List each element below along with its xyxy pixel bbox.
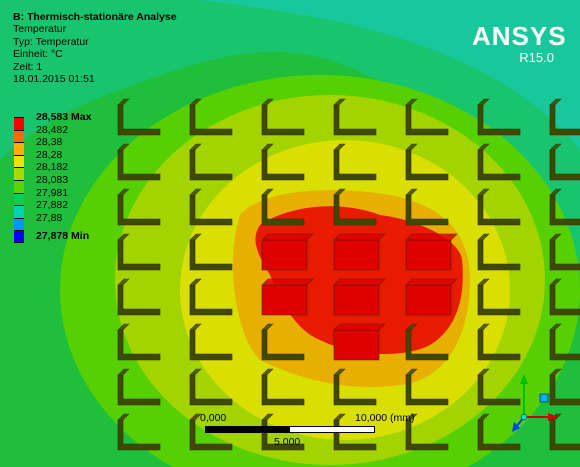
cooling-fin bbox=[189, 278, 233, 316]
cooling-fin bbox=[261, 98, 305, 136]
result-time: Zeit: 1 bbox=[13, 60, 43, 73]
result-timestamp: 18.01.2015 01:51 bbox=[13, 73, 95, 86]
legend-label: 27,981 bbox=[36, 186, 69, 199]
cooling-fin bbox=[549, 143, 580, 181]
cooling-fin bbox=[549, 233, 580, 271]
legend-swatch bbox=[14, 192, 24, 206]
cooling-fin bbox=[117, 278, 161, 316]
cooling-fin bbox=[261, 278, 314, 316]
cooling-fin bbox=[333, 233, 386, 271]
scale-mid-label: 5,000 bbox=[274, 436, 301, 448]
cooling-fin bbox=[189, 188, 233, 226]
cooling-fin bbox=[117, 413, 161, 451]
legend-label: 27,88 bbox=[36, 211, 63, 224]
cooling-fin bbox=[333, 143, 377, 181]
cooling-fin bbox=[189, 413, 233, 451]
cooling-fin bbox=[261, 233, 314, 271]
cooling-fin bbox=[117, 233, 161, 271]
legend-label: 27,878 Min bbox=[36, 230, 90, 243]
cooling-fin bbox=[405, 233, 458, 271]
coordinate-triad-icon[interactable] bbox=[512, 372, 572, 462]
scale-right-label: 10,000 (mm) bbox=[355, 412, 415, 424]
scale-left-label: 0,000 bbox=[200, 412, 227, 424]
cooling-fin bbox=[117, 143, 161, 181]
cooling-fin bbox=[477, 98, 521, 136]
cooling-fin bbox=[189, 233, 233, 271]
analysis-info: B: Thermisch-stationäre Analyse Temperat… bbox=[13, 11, 177, 85]
cooling-fin bbox=[549, 98, 580, 136]
logo-version: R15.0 bbox=[519, 50, 554, 65]
cooling-fin bbox=[117, 323, 161, 361]
cooling-fin bbox=[477, 143, 521, 181]
cooling-fin bbox=[189, 323, 233, 361]
cooling-fin bbox=[261, 188, 305, 226]
cooling-fin bbox=[477, 233, 521, 271]
cooling-fin bbox=[405, 188, 449, 226]
cooling-fin bbox=[261, 143, 305, 181]
legend-label: 28,38 bbox=[36, 136, 63, 149]
cooling-fin bbox=[405, 368, 449, 406]
cooling-fin bbox=[405, 278, 458, 316]
legend-label: 27,882 bbox=[36, 199, 69, 212]
cooling-fin bbox=[261, 323, 305, 361]
legend-label: 28,28 bbox=[36, 148, 63, 161]
cooling-fin bbox=[405, 323, 449, 361]
legend-swatch bbox=[14, 230, 24, 243]
cooling-fin bbox=[477, 278, 521, 316]
cooling-fin bbox=[117, 368, 161, 406]
cooling-fin bbox=[117, 98, 161, 136]
cooling-fin bbox=[405, 143, 449, 181]
analysis-title: B: Thermisch-stationäre Analyse bbox=[13, 11, 177, 23]
legend-swatch bbox=[14, 167, 24, 180]
cooling-fin bbox=[333, 98, 377, 136]
cooling-fin bbox=[333, 368, 377, 406]
cooling-fin bbox=[405, 98, 449, 136]
legend-label: 28,083 bbox=[36, 173, 69, 186]
cooling-fin bbox=[405, 413, 449, 451]
cooling-fin bbox=[477, 413, 521, 451]
cooling-fin bbox=[189, 368, 233, 406]
result-name: Temperatur bbox=[13, 23, 67, 36]
cooling-fin bbox=[549, 188, 580, 226]
cooling-fin bbox=[189, 98, 233, 136]
legend-swatch bbox=[14, 179, 24, 193]
legend-swatch bbox=[14, 154, 24, 168]
legend-swatch bbox=[14, 142, 24, 155]
cooling-fin bbox=[117, 188, 161, 226]
cooling-fin bbox=[477, 323, 521, 361]
logo-brand: ANSYS bbox=[472, 21, 567, 51]
result-unit: Einheit: °C bbox=[13, 48, 63, 61]
cooling-fin bbox=[477, 368, 521, 406]
legend-label: 28,583 Max bbox=[36, 111, 92, 123]
legend-swatch bbox=[14, 117, 24, 130]
cooling-fin bbox=[549, 323, 580, 361]
cooling-fin bbox=[549, 368, 580, 406]
scale-bar-graphic bbox=[205, 426, 375, 433]
legend-swatch bbox=[14, 217, 24, 231]
legend-swatch bbox=[14, 129, 24, 143]
cooling-fin bbox=[333, 188, 377, 226]
legend-label: 28,482 bbox=[36, 123, 69, 136]
scale-bar: 0,000 10,000 (mm) 5,000 bbox=[190, 412, 470, 452]
cooling-fin bbox=[261, 368, 305, 406]
cooling-fin bbox=[477, 188, 521, 226]
ansys-logo: ANSYS R15.0 bbox=[472, 21, 567, 66]
legend-swatch bbox=[14, 205, 24, 218]
cooling-fin bbox=[333, 323, 386, 361]
cooling-fin bbox=[261, 413, 305, 451]
cooling-fin bbox=[333, 278, 386, 316]
cooling-fin bbox=[189, 143, 233, 181]
cooling-fin bbox=[333, 413, 377, 451]
cooling-fin bbox=[549, 278, 580, 316]
result-type: Typ: Temperatur bbox=[13, 35, 89, 48]
legend-label: 28,182 bbox=[36, 161, 69, 174]
